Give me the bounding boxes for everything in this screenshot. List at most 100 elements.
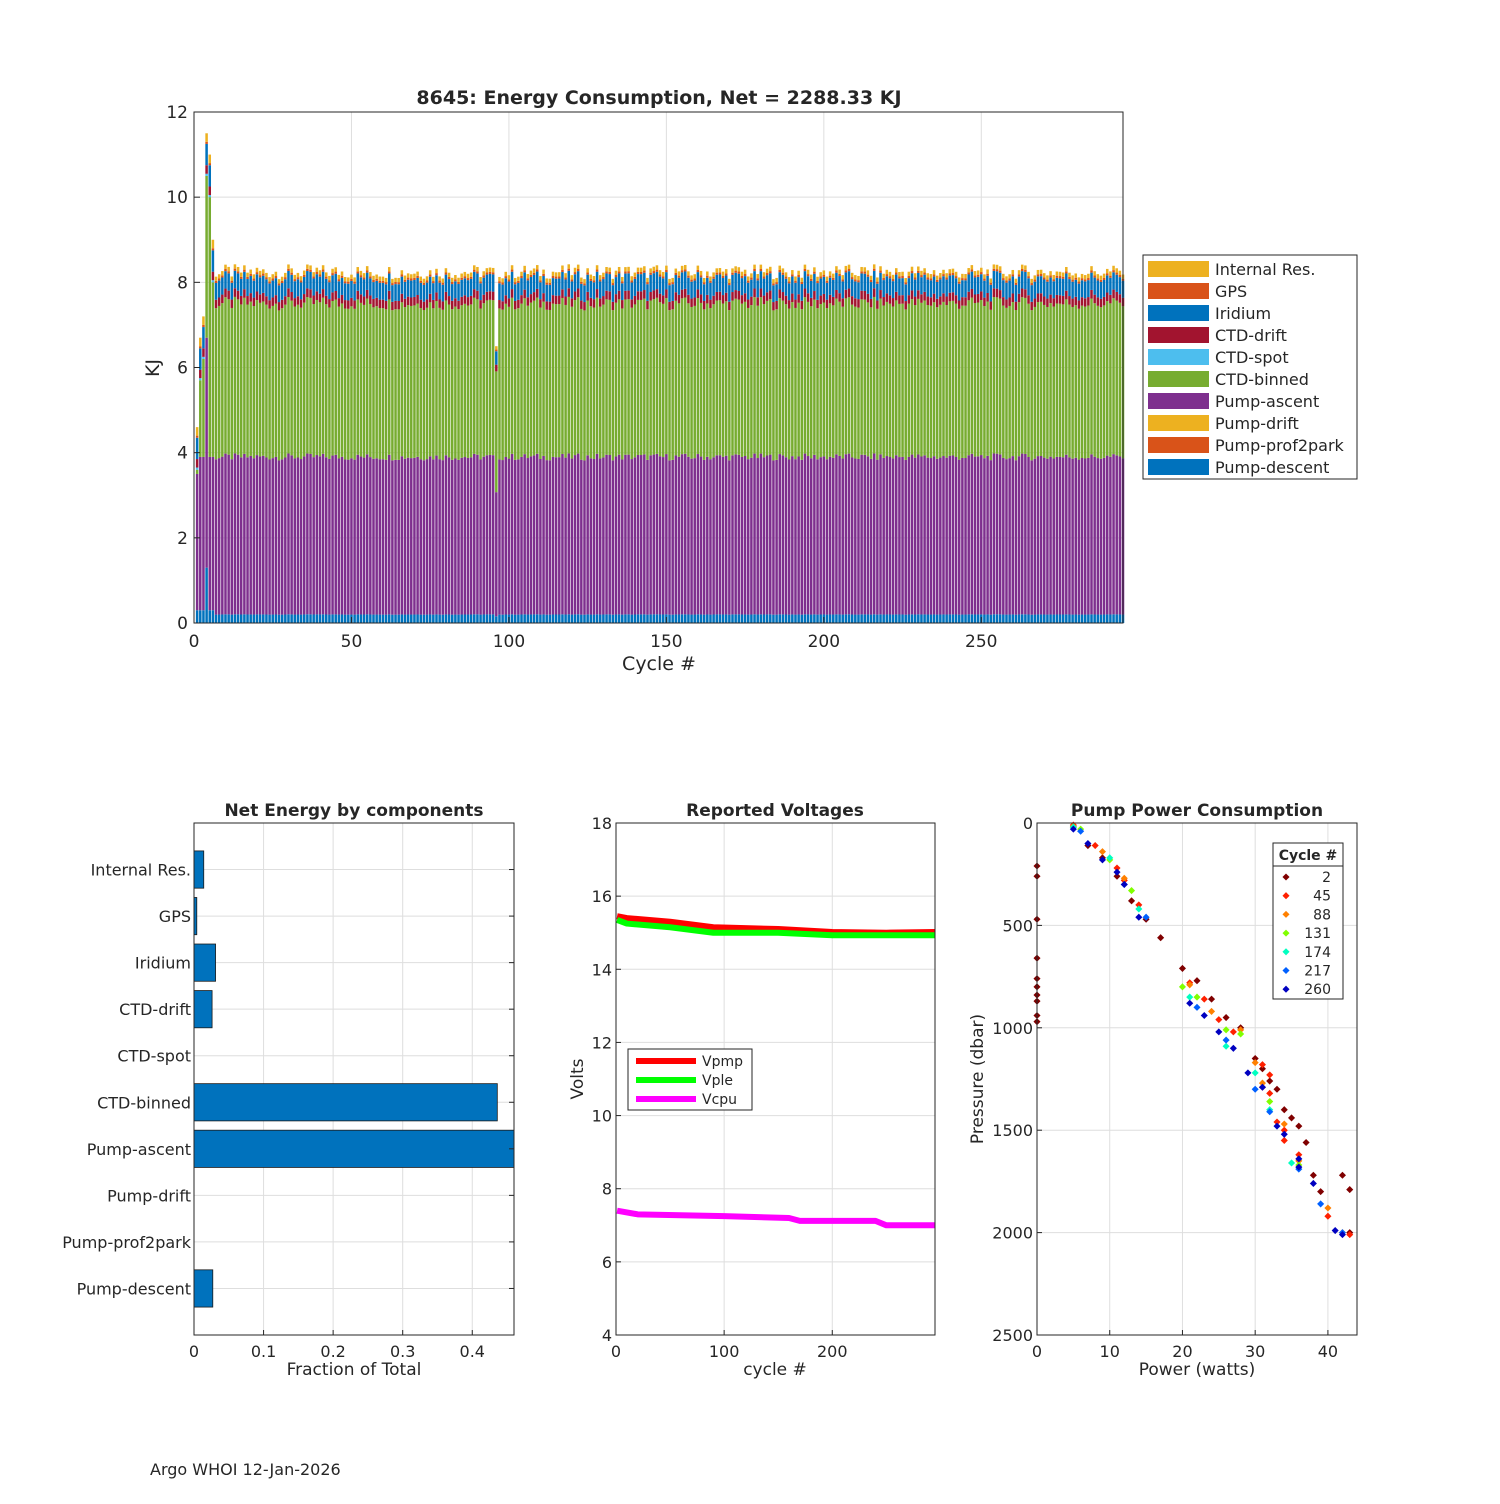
energy-bar-ctd-binned: [498, 308, 501, 460]
pump-point-cycle-260: [1135, 913, 1143, 921]
energy-bar-pump-ascent: [589, 458, 593, 615]
energy-bar-pump-descent: [658, 614, 662, 623]
energy-bar-ctd-binned: [309, 297, 312, 454]
pump-y-tick-label: 500: [1002, 916, 1033, 935]
energy-bar-iridium: [558, 278, 561, 296]
pump-point-cycle-2: [1266, 1077, 1274, 1085]
energy-bar-gps: [422, 282, 426, 285]
energy-bar-pump-ascent: [362, 457, 366, 615]
energy-bar-ctd-drift: [646, 300, 649, 310]
energy-bar-ctd-drift: [262, 292, 265, 302]
energy-bar-gps: [813, 271, 816, 274]
energy-bar-gps: [457, 281, 460, 285]
energy-bar-gps: [447, 276, 451, 280]
energy-bar-ctd-binned: [444, 300, 448, 456]
energy-bar-ctd-drift: [558, 295, 561, 305]
energy-bar-ctd-binned: [580, 308, 583, 460]
energy-bar-pump-ascent: [1043, 457, 1046, 615]
energy-bar-pump-ascent: [769, 454, 772, 615]
energy-bar-iridium: [195, 437, 199, 460]
energy-bar-ctd-binned: [252, 306, 256, 459]
energy-bar-iridium: [299, 282, 303, 300]
energy-bar-pump-descent: [737, 614, 741, 623]
energy-bar-pump-ascent: [290, 455, 293, 615]
energy-bar-iridium: [513, 284, 517, 301]
energy-bar-ctd-drift: [271, 297, 274, 306]
energy-bar-iridium: [863, 273, 867, 291]
energy-bar-pump-descent: [252, 614, 256, 623]
energy-bar-pump-descent: [369, 614, 372, 623]
energy-bar-pump-ascent: [787, 459, 791, 615]
energy-legend-label: Pump-prof2park: [1215, 436, 1345, 455]
energy-bar-ctd-binned: [680, 298, 684, 455]
energy-bar-ctd-binned: [882, 305, 885, 458]
energy-bar-gps: [998, 270, 1002, 273]
energy-bar-internal-res-: [661, 271, 665, 277]
energy-bar-pump-ascent: [438, 459, 441, 615]
energy-bar-iridium: [690, 281, 693, 299]
energy-bar-pump-descent: [306, 614, 309, 623]
energy-bar-ctd-binned: [387, 299, 391, 455]
energy-bar-iridium: [476, 273, 479, 291]
energy-bar-pump-descent: [907, 614, 911, 623]
energy-bar-ctd-binned: [775, 309, 778, 460]
energy-bar-pump-descent: [787, 614, 791, 623]
energy-bar-pump-descent: [1087, 614, 1090, 623]
energy-bar-pump-ascent: [923, 455, 926, 615]
energy-bar-internal-res-: [869, 275, 873, 280]
energy-bar-pump-ascent: [394, 459, 397, 615]
energy-bar-internal-res-: [677, 271, 681, 276]
energy-bar-internal-res-: [365, 266, 369, 271]
energy-bar-gps: [397, 282, 400, 285]
energy-bar-iridium: [495, 351, 498, 365]
energy-bar-ctd-binned: [1074, 305, 1078, 458]
energy-bar-ctd-binned: [230, 307, 234, 460]
energy-bar-internal-res-: [567, 264, 571, 269]
energy-bar-internal-res-: [674, 268, 678, 273]
energy-bar-gps: [643, 270, 646, 273]
energy-bar-pump-descent: [756, 614, 759, 623]
energy-bar-iridium: [583, 285, 586, 303]
energy-bar-pump-descent: [290, 614, 293, 623]
energy-bar-ctd-drift: [819, 295, 822, 305]
energy-bar-iridium: [932, 276, 936, 294]
energy-bar-internal-res-: [243, 265, 246, 270]
energy-bar-iridium: [432, 283, 435, 300]
energy-bar-pump-descent: [476, 614, 479, 623]
energy-bar-ctd-binned: [558, 304, 561, 458]
energy-bar-ctd-drift: [359, 294, 363, 303]
energy-bar-ctd-binned: [617, 299, 621, 455]
energy-bar-internal-res-: [841, 275, 844, 280]
energy-bar-ctd-binned: [973, 303, 977, 457]
energy-bar-ctd-binned: [435, 301, 438, 456]
pump-point-cycle-174: [1288, 1159, 1296, 1167]
energy-bar-ctd-binned: [646, 309, 649, 460]
energy-bar-internal-res-: [413, 273, 416, 278]
energy-bar-gps: [847, 269, 851, 272]
energy-bar-iridium: [353, 283, 356, 301]
energy-bar-internal-res-: [1039, 269, 1043, 275]
energy-bar-pump-ascent: [507, 458, 511, 615]
energy-bar-ctd-drift: [460, 296, 463, 306]
energy-bar-internal-res-: [293, 274, 297, 280]
energy-bar-iridium: [243, 271, 246, 290]
energy-bar-internal-res-: [208, 154, 212, 164]
energy-bar-iridium: [904, 284, 907, 302]
energy-bar-internal-res-: [1087, 273, 1090, 279]
energy-bar-pump-ascent: [482, 456, 485, 615]
energy-bar-internal-res-: [929, 274, 933, 279]
energy-bar-iridium: [507, 281, 511, 299]
pump-point-cycle-260: [1258, 1083, 1266, 1091]
energy-bar-ctd-binned: [343, 308, 347, 460]
energy-bar-ctd-binned: [249, 301, 252, 456]
energy-bar-gps: [731, 272, 734, 275]
energy-bar-gps: [1024, 269, 1027, 272]
energy-bar-pump-descent: [784, 614, 788, 623]
energy-bar-gps: [907, 275, 911, 279]
voltages-y-tick-label: 12: [592, 1033, 612, 1052]
energy-bar-gps: [800, 281, 804, 285]
energy-bar-ctd-binned: [674, 300, 678, 456]
energy-bar-ctd-binned: [450, 309, 454, 460]
pump-point-cycle-2: [1193, 977, 1201, 985]
energy-bar-iridium: [1027, 278, 1030, 296]
